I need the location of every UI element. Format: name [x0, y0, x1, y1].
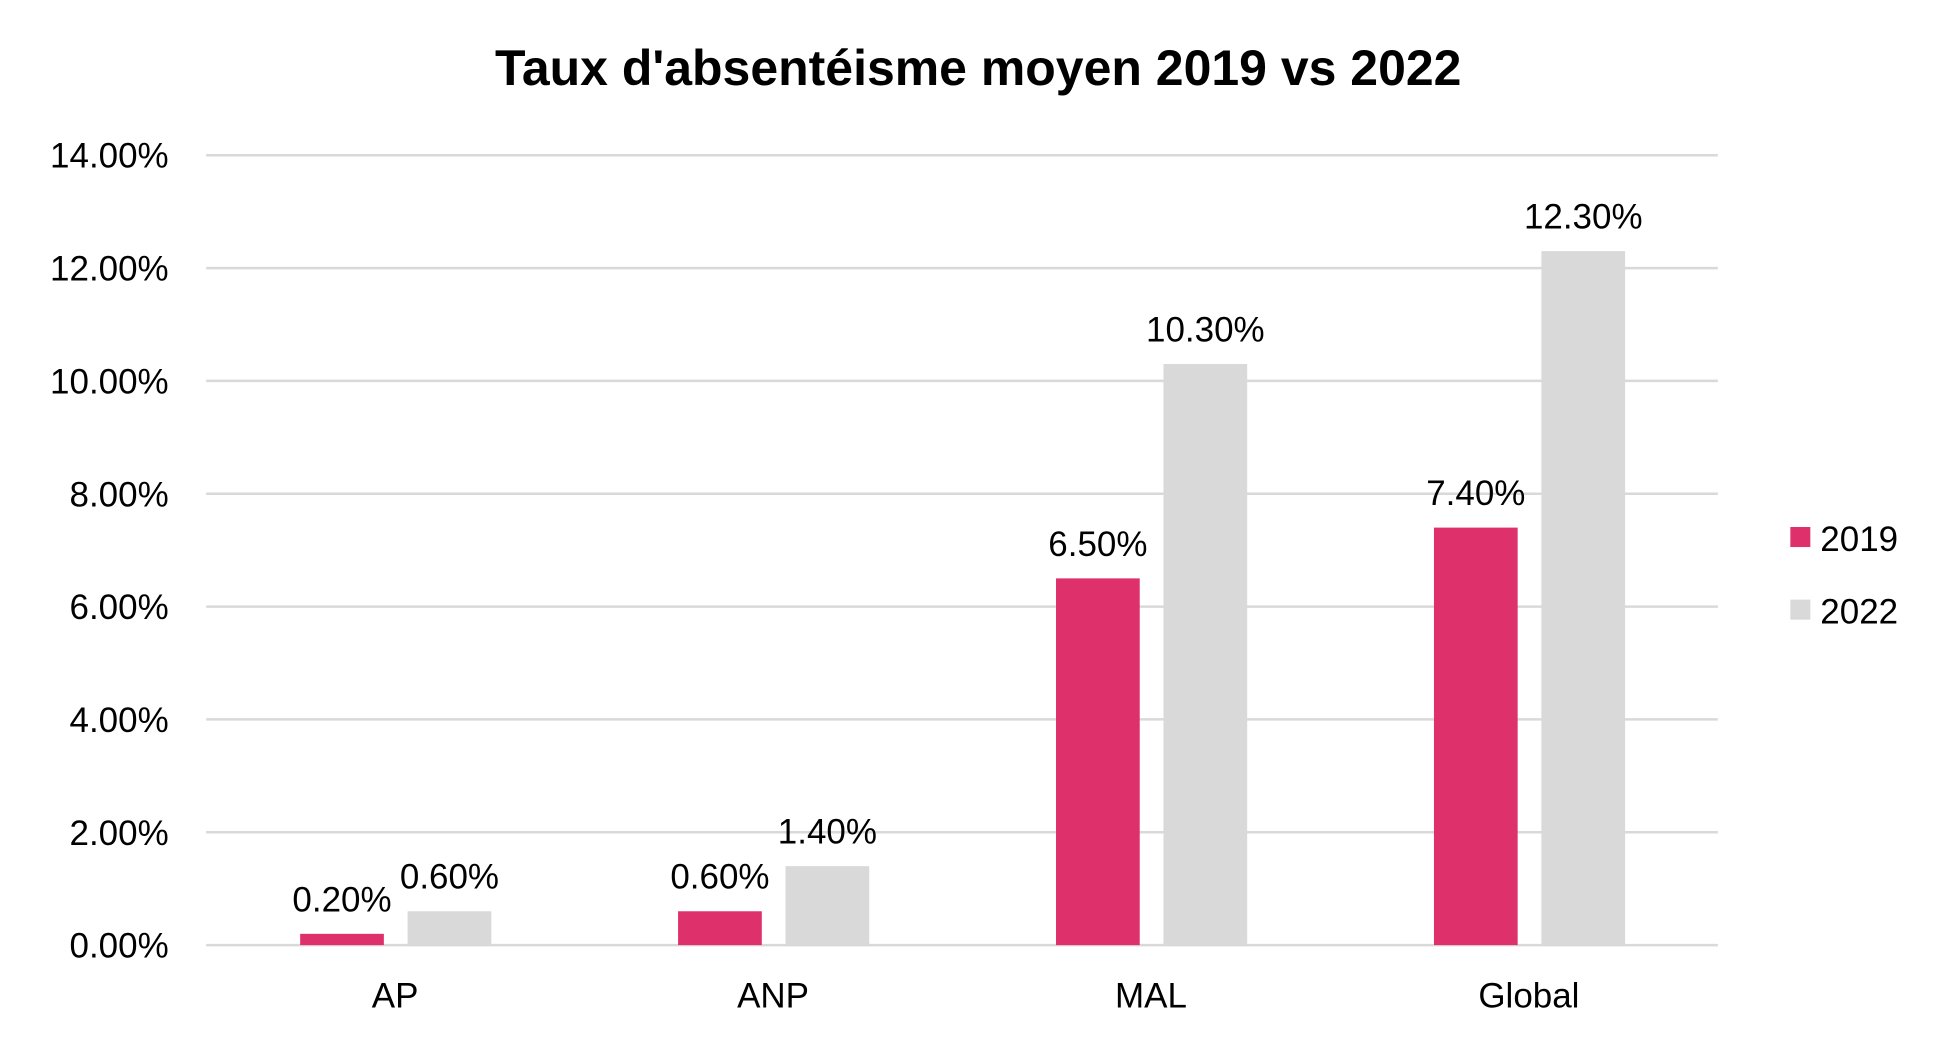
- data-label: 6.50%: [1048, 525, 1147, 564]
- legend-swatch: [1790, 527, 1811, 548]
- data-label: 0.20%: [292, 880, 391, 919]
- x-tick-label: AP: [372, 977, 419, 1016]
- bar-2022-ANP: [785, 866, 870, 946]
- x-tick-label: ANP: [737, 977, 809, 1016]
- bar-2022-MAL: [1163, 363, 1248, 946]
- bar-2019-AP: [300, 933, 384, 946]
- y-tick-label: 2.00%: [70, 814, 169, 853]
- bar-2022-AP: [407, 911, 492, 946]
- legend-label: 2019: [1820, 520, 1898, 559]
- data-label: 0.60%: [670, 858, 769, 897]
- data-label: 10.30%: [1146, 310, 1265, 349]
- y-tick-label: 12.00%: [50, 250, 169, 289]
- y-tick-label: 14.00%: [50, 137, 169, 176]
- bar-2019-ANP: [678, 911, 762, 946]
- data-label: 12.30%: [1524, 198, 1643, 237]
- x-tick-label: Global: [1478, 977, 1579, 1016]
- legend-label: 2022: [1820, 592, 1898, 631]
- y-tick-label: 8.00%: [70, 475, 169, 514]
- data-label: 7.40%: [1426, 474, 1525, 513]
- bar-2022-Global: [1541, 251, 1626, 946]
- chart-title: Taux d'absentéisme moyen 2019 vs 2022: [495, 40, 1461, 96]
- bar-2019-Global: [1433, 527, 1518, 946]
- legend-swatch: [1790, 599, 1811, 620]
- y-tick-label: 0.00%: [70, 927, 169, 966]
- data-label: 0.60%: [400, 858, 499, 897]
- bar-2019-MAL: [1056, 578, 1140, 946]
- y-tick-label: 6.00%: [70, 588, 169, 627]
- y-tick-label: 10.00%: [50, 362, 169, 401]
- y-tick-label: 4.00%: [70, 701, 169, 740]
- x-tick-label: MAL: [1115, 977, 1187, 1016]
- data-label: 1.40%: [778, 813, 877, 852]
